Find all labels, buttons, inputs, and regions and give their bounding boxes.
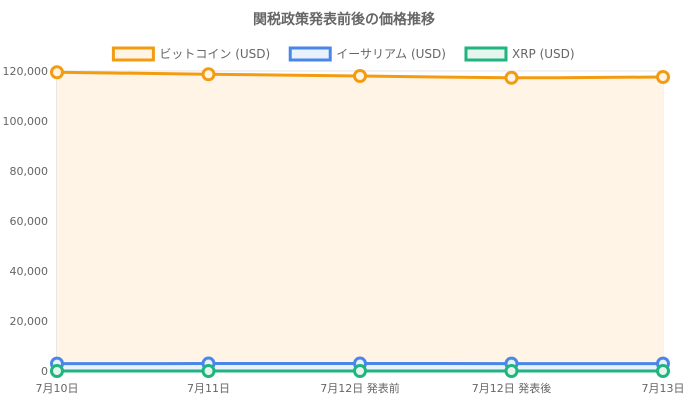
chart-title: 関税政策発表前後の価格推移 <box>253 11 435 28</box>
data-point[interactable] <box>656 70 670 84</box>
legend-label: ビットコイン (USD) <box>159 47 270 61</box>
y-tick-label: 100,000 <box>3 115 49 128</box>
legend-label: XRP (USD) <box>512 47 575 61</box>
series-points[interactable] <box>50 65 670 378</box>
x-tick-label: 7月11日 <box>187 382 230 395</box>
x-tick-label: 7月13日 <box>642 382 685 395</box>
legend-swatch <box>464 46 508 62</box>
y-tick-label: 40,000 <box>10 265 49 278</box>
legend-item[interactable]: XRP (USD) <box>464 46 575 62</box>
x-tick-label: 7月12日 発表後 <box>472 381 552 395</box>
data-point[interactable] <box>353 363 367 378</box>
x-tick-label: 7月10日 <box>36 382 79 395</box>
legend-swatch <box>288 46 332 62</box>
y-tick-label: 0 <box>41 365 48 378</box>
legend-swatch <box>111 46 155 62</box>
legend-item[interactable]: イーサリアム (USD) <box>288 46 446 62</box>
legend-item[interactable]: ビットコイン (USD) <box>111 46 270 62</box>
data-point[interactable] <box>656 363 670 378</box>
data-point[interactable] <box>504 363 519 378</box>
data-point[interactable] <box>201 67 216 82</box>
legend[interactable]: ビットコイン (USD) イーサリアム (USD) XRP (USD) <box>111 46 575 62</box>
data-point[interactable] <box>50 363 64 378</box>
data-point[interactable] <box>504 70 519 85</box>
series-areas <box>57 72 663 371</box>
data-point[interactable] <box>50 65 64 80</box>
data-point[interactable] <box>353 69 367 83</box>
series-area-0 <box>57 72 663 371</box>
y-tick-label: 80,000 <box>10 165 49 178</box>
x-tick-label: 7月12日 発表前 <box>320 381 400 395</box>
legend-label: イーサリアム (USD) <box>336 47 446 61</box>
y-tick-label: 20,000 <box>10 315 49 328</box>
data-point[interactable] <box>201 363 216 378</box>
y-tick-label: 60,000 <box>10 215 49 228</box>
y-tick-label: 120,000 <box>3 65 49 78</box>
y-axis: 0 20,000 40,000 60,000 80,000 100,000 120,000 <box>3 65 58 378</box>
